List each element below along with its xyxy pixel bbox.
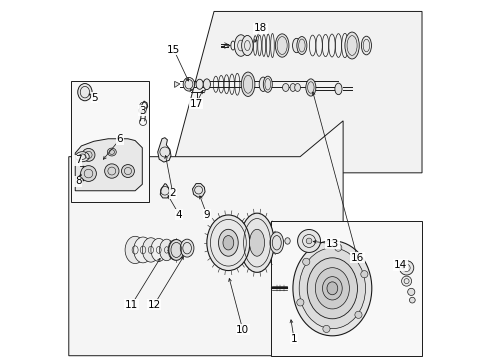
Text: 18: 18 [253,23,267,33]
Ellipse shape [322,276,342,300]
Ellipse shape [142,238,159,262]
Ellipse shape [241,72,254,96]
Circle shape [360,271,367,278]
Ellipse shape [275,34,288,57]
Text: 2: 2 [169,188,176,198]
Circle shape [81,166,96,181]
Text: 5: 5 [91,93,98,103]
Circle shape [302,258,309,265]
Ellipse shape [285,238,290,244]
Ellipse shape [289,84,295,91]
Polygon shape [75,139,142,191]
Circle shape [407,288,414,296]
Ellipse shape [76,152,89,162]
Text: 9: 9 [203,210,210,220]
Text: 17: 17 [189,99,203,109]
Ellipse shape [326,282,337,295]
Circle shape [322,325,329,333]
Ellipse shape [263,76,272,92]
Circle shape [334,244,341,251]
Circle shape [305,238,311,244]
Polygon shape [171,12,421,173]
Ellipse shape [107,148,116,156]
Ellipse shape [151,238,166,261]
Text: 10: 10 [236,325,249,334]
Text: 12: 12 [147,300,161,310]
Ellipse shape [218,229,238,256]
Polygon shape [174,81,180,87]
Ellipse shape [334,83,341,95]
Circle shape [401,276,411,286]
Ellipse shape [125,236,145,264]
Polygon shape [160,184,169,198]
Polygon shape [69,121,343,356]
Ellipse shape [234,35,247,56]
Polygon shape [158,138,171,162]
Text: 7: 7 [75,155,81,165]
Ellipse shape [305,79,315,96]
Ellipse shape [259,77,266,91]
Text: 1: 1 [290,333,297,343]
Polygon shape [271,221,421,356]
Polygon shape [192,184,204,197]
Text: 3: 3 [139,106,145,116]
Ellipse shape [78,84,92,101]
Ellipse shape [183,77,194,91]
Ellipse shape [133,237,152,263]
Text: 15: 15 [167,45,180,55]
Ellipse shape [315,268,349,309]
Ellipse shape [296,37,306,54]
Circle shape [408,297,414,303]
Ellipse shape [180,239,194,257]
Circle shape [121,165,134,177]
Ellipse shape [168,240,181,260]
Text: 8: 8 [75,176,81,186]
Ellipse shape [223,235,233,250]
Circle shape [82,148,95,161]
Ellipse shape [361,36,371,55]
Circle shape [399,261,413,275]
Ellipse shape [294,84,300,91]
Text: 6: 6 [116,135,123,144]
Text: 16: 16 [350,253,364,263]
Ellipse shape [241,36,253,55]
Ellipse shape [159,239,174,261]
Text: 11: 11 [124,300,138,310]
Ellipse shape [282,84,288,91]
Polygon shape [70,81,149,202]
Ellipse shape [206,215,249,271]
Ellipse shape [299,248,365,329]
Ellipse shape [344,32,359,59]
Ellipse shape [168,239,183,260]
Text: 13: 13 [325,239,338,249]
Ellipse shape [306,258,357,319]
Ellipse shape [249,229,264,256]
Circle shape [297,229,320,252]
Ellipse shape [203,79,210,90]
Circle shape [104,164,119,178]
Text: 14: 14 [393,260,407,270]
Ellipse shape [196,79,203,89]
Ellipse shape [240,213,274,273]
Circle shape [354,311,361,318]
Ellipse shape [292,241,371,336]
Text: 4: 4 [176,210,182,220]
Circle shape [296,299,304,306]
Ellipse shape [269,232,283,253]
Ellipse shape [292,39,300,53]
